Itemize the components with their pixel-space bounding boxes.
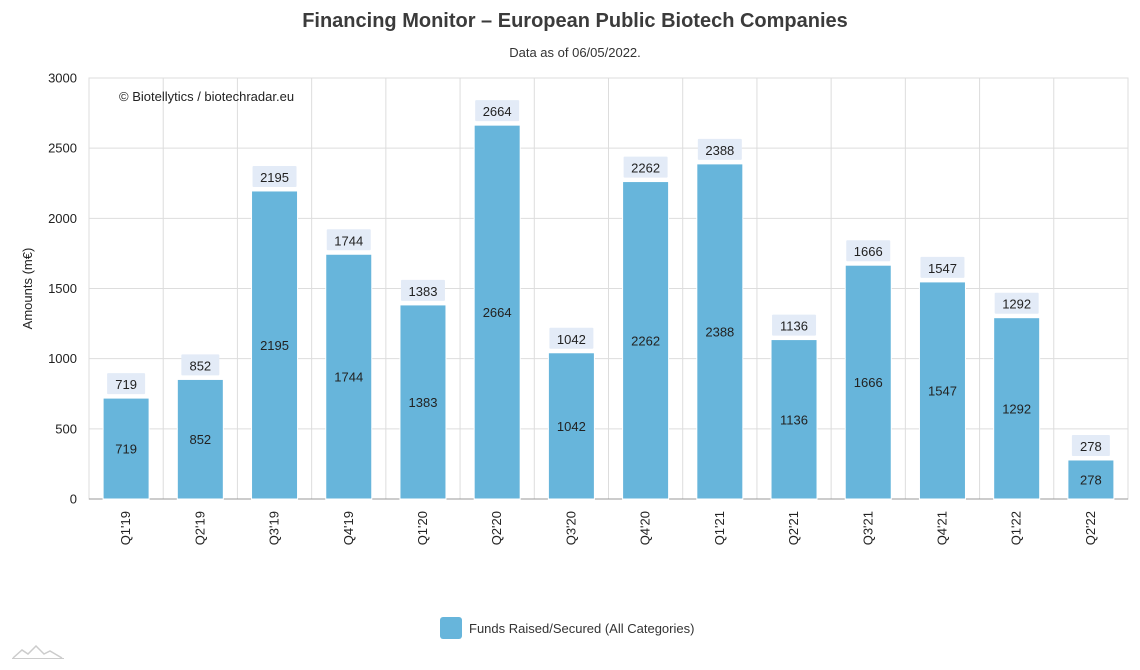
y-tick-label: 2500 <box>48 141 77 156</box>
bar[interactable] <box>696 163 744 500</box>
legend[interactable]: Funds Raised/Secured (All Categories) <box>440 617 694 639</box>
bar[interactable] <box>473 124 521 500</box>
bar[interactable] <box>770 339 818 500</box>
bar-inner-label: 2388 <box>705 324 734 339</box>
bar-top-label: 852 <box>189 358 211 373</box>
bar[interactable] <box>399 304 447 500</box>
bar-top-label-box <box>400 279 445 301</box>
bar-top-label-box <box>697 138 742 160</box>
bar[interactable] <box>547 352 595 500</box>
bar-top-label-box <box>772 314 817 336</box>
y-tick-label: 1500 <box>48 281 77 296</box>
bar-inner-label: 1666 <box>854 375 883 390</box>
x-tick-label: Q3'21 <box>860 511 875 545</box>
bar-inner-label: 1042 <box>557 419 586 434</box>
x-tick-label: Q2'21 <box>786 511 801 545</box>
bar[interactable] <box>918 281 966 500</box>
bar-top-label-box <box>920 256 965 278</box>
x-tick-label: Q3'20 <box>563 511 578 545</box>
bar-top-label-box <box>549 327 594 349</box>
bar-inner-label: 2262 <box>631 333 660 348</box>
bar-top-label: 2195 <box>260 170 289 185</box>
bar-top-label-box <box>1071 434 1110 456</box>
bar[interactable] <box>844 264 892 500</box>
bar-top-label: 2262 <box>631 161 660 176</box>
bar-top-label: 1744 <box>334 233 363 248</box>
x-tick-label: Q2'19 <box>192 511 207 545</box>
bar-inner-label: 852 <box>189 432 211 447</box>
bar[interactable] <box>325 253 373 500</box>
mountain-logo-icon <box>12 644 64 659</box>
x-tick-label: Q3'19 <box>267 511 282 545</box>
bar[interactable] <box>176 378 224 500</box>
x-tick-label: Q2'22 <box>1083 511 1098 545</box>
bar-top-label-box <box>326 229 371 251</box>
x-tick-label: Q1'21 <box>712 511 727 545</box>
bar-top-label: 1136 <box>780 319 808 334</box>
bar-inner-label: 1744 <box>334 370 363 385</box>
x-tick-label: Q1'22 <box>1009 511 1024 545</box>
bar-inner-label: 1136 <box>780 412 808 427</box>
chart-title: Financing Monitor – European Public Biot… <box>302 10 848 32</box>
bar-inner-label: 2195 <box>260 338 289 353</box>
y-tick-label: 1000 <box>48 351 77 366</box>
credit-text: © Biotellytics / biotechradar.eu <box>119 89 294 104</box>
bar-top-label: 278 <box>1080 439 1102 454</box>
bar-inner-label: 1383 <box>409 395 438 410</box>
bar[interactable] <box>1067 459 1115 500</box>
bar-top-label-box <box>107 373 146 395</box>
bar-top-label-box <box>994 292 1039 314</box>
y-tick-label: 3000 <box>48 71 77 86</box>
x-tick-label: Q1'19 <box>118 511 133 545</box>
bar-top-label: 1383 <box>409 284 438 299</box>
y-tick-label: 0 <box>70 492 77 507</box>
bar-top-label-box <box>475 100 520 122</box>
bar-top-label-box <box>846 240 891 262</box>
bar-top-label-box <box>252 165 297 187</box>
y-tick-label: 2000 <box>48 211 77 226</box>
bar-chart: 0 500 1000 1500 2000 2500 3000 Amounts (m€) © Bi… <box>20 71 1129 545</box>
bar-inner-label: 1547 <box>928 383 957 398</box>
bar-inner-label: 278 <box>1080 472 1102 487</box>
x-tick-label: Q2'20 <box>489 511 504 545</box>
bar-top-label: 1547 <box>928 261 957 276</box>
bar[interactable] <box>993 317 1041 500</box>
legend-swatch <box>440 617 462 639</box>
bar-top-label: 1666 <box>854 244 883 259</box>
bar-top-label-box <box>623 156 668 178</box>
x-tick-label: Q1'20 <box>415 511 430 545</box>
bar-inner-label: 1292 <box>1002 401 1031 416</box>
x-tick-label: Q4'19 <box>341 511 356 545</box>
bar-top-label: 1292 <box>1002 297 1031 312</box>
y-tick-label: 500 <box>55 421 77 436</box>
bar[interactable] <box>102 397 150 500</box>
x-tick-label: Q4'20 <box>638 511 653 545</box>
bar[interactable] <box>251 190 299 500</box>
y-axis-label: Amounts (m€) <box>20 248 35 330</box>
bar-inner-label: 719 <box>115 442 137 457</box>
bar-inner-label: 2664 <box>483 305 512 320</box>
legend-label: Funds Raised/Secured (All Categories) <box>469 620 695 636</box>
x-tick-label: Q4'21 <box>934 511 949 545</box>
bar-top-label: 2664 <box>483 104 512 119</box>
bar-top-label: 2388 <box>705 143 734 158</box>
chart-subtitle: Data as of 06/05/2022. <box>509 45 641 60</box>
bar-top-label: 719 <box>115 377 137 392</box>
bar[interactable] <box>622 181 670 500</box>
bar-top-label-box <box>181 354 220 376</box>
bar-top-label: 1042 <box>557 332 586 347</box>
